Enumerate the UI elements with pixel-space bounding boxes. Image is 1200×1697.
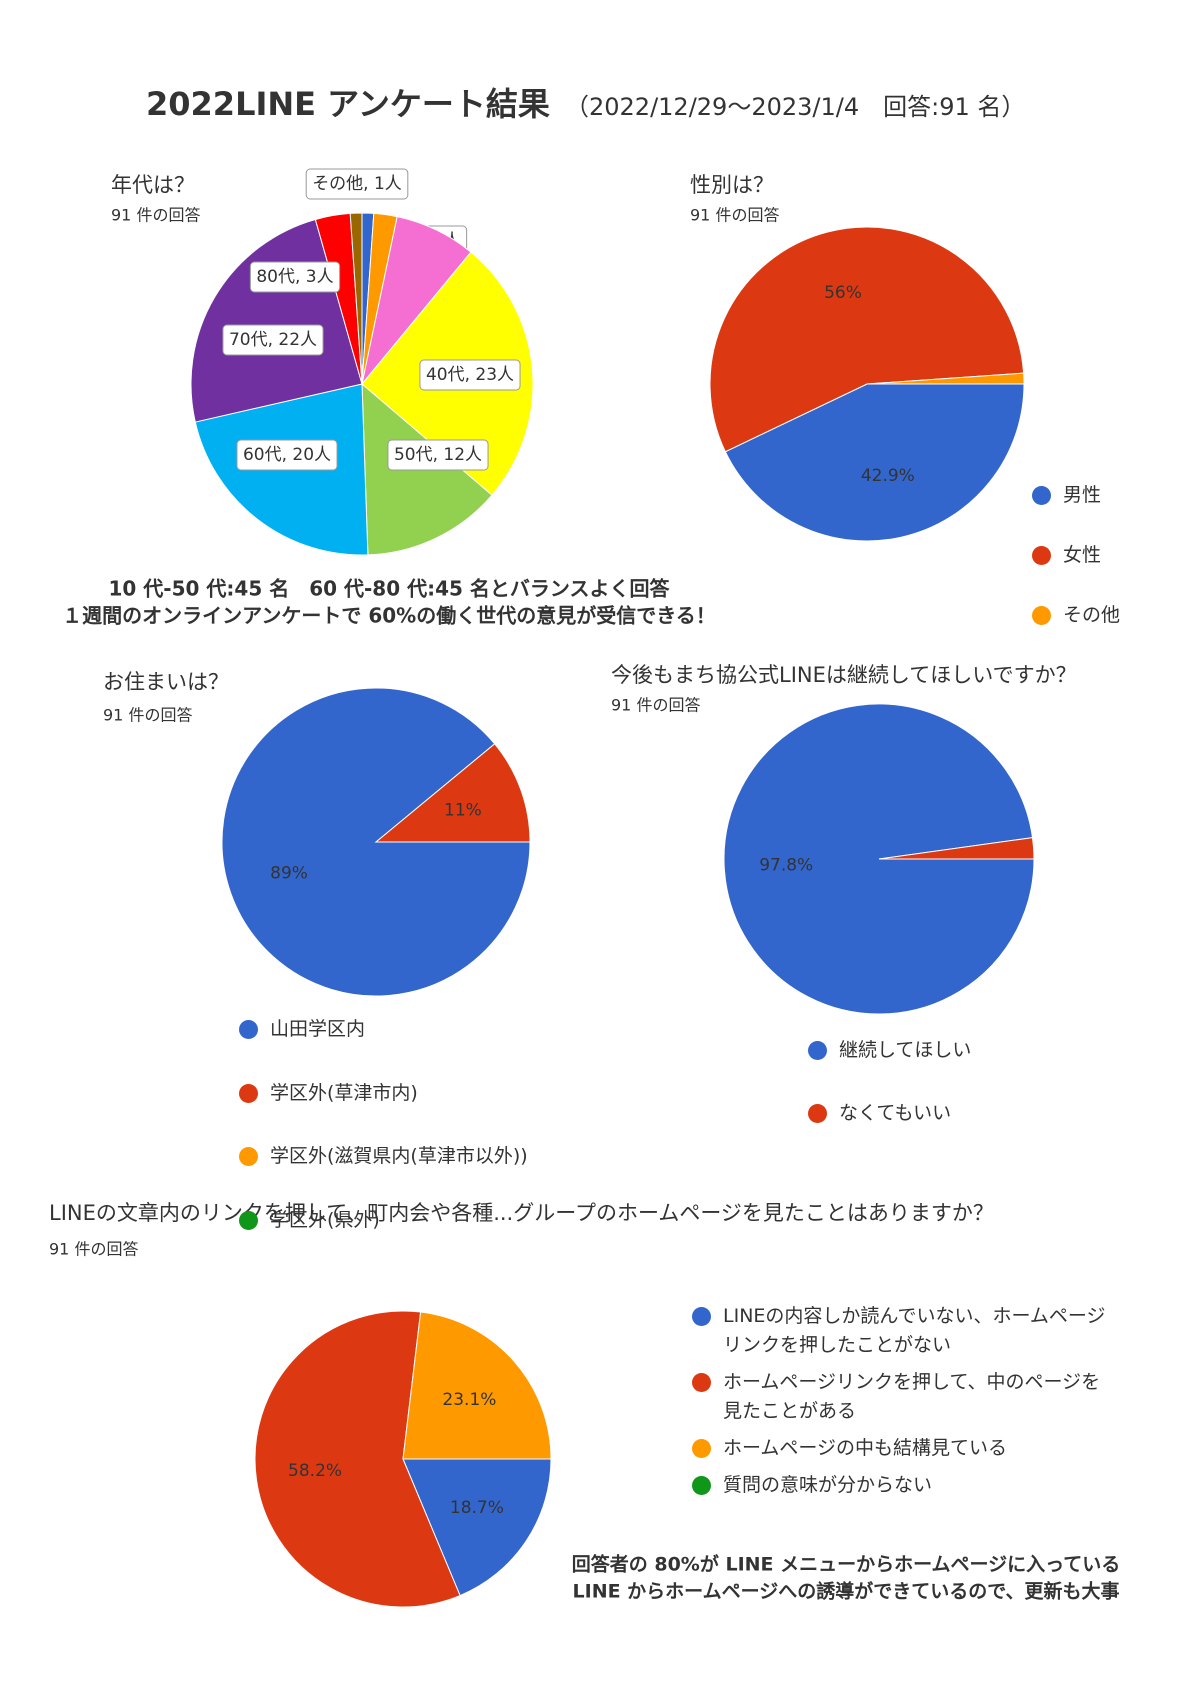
legend-entry: 山田学区内: [239, 1015, 569, 1044]
callout-box: [419, 359, 521, 391]
note: 回答者の 80%が LINE メニューからホームページに入っている: [572, 1553, 1120, 1576]
data-label: 58.2%: [288, 1461, 342, 1481]
legend-entry: 男性: [1032, 481, 1182, 510]
callout-box: [249, 261, 341, 293]
legend-label: その他: [1063, 604, 1121, 626]
pie-slice: [724, 383, 1025, 542]
data-label: 11%: [444, 801, 482, 821]
callout: 60代, 20人: [236, 439, 338, 471]
page-title: 2022LINE アンケート結果: [146, 85, 550, 123]
legend-label: ホームページの中も結構見ている: [723, 1437, 1008, 1459]
legend-label: 男性: [1063, 484, 1102, 506]
data-label: 89%: [270, 863, 308, 883]
chart-title: 性別は？: [690, 173, 774, 197]
callout: 70代, 22人: [222, 324, 324, 356]
chart-subtitle: 91 件の回答: [690, 206, 779, 225]
chart-subtitle: 91 件の回答: [103, 706, 192, 725]
chart-subtitle: 91 件の回答: [49, 1240, 138, 1259]
legend-swatch: [808, 1041, 827, 1060]
pie-slice: [402, 1458, 552, 1597]
legend-entry: LINEの内容しか読んでいない、ホームページリンクを押したことがない: [692, 1302, 1112, 1360]
pie-slice: [866, 372, 1025, 385]
legend-label: ホームページリンクを押して、中のページを見たことがある: [723, 1371, 1101, 1422]
legend-label: 質問の意味が分からない: [723, 1474, 933, 1496]
legend-swatch: [1032, 606, 1051, 625]
note: １週間のオンラインアンケートで 60%の働く世代の意見が受信できる！: [62, 604, 716, 628]
callout: その他, 1人: [305, 168, 409, 200]
legend-swatch: [239, 1083, 258, 1103]
callout-box: [222, 324, 324, 356]
legend-label: LINEの内容しか読んでいない、ホームページリンクを押したことがない: [723, 1305, 1106, 1356]
callout: 80代, 3人: [249, 261, 341, 293]
legend-label: なくてもいい: [839, 1101, 952, 1124]
legend-swatch: [239, 1147, 258, 1166]
callout-box: [305, 168, 409, 200]
legend-label: 学区外(草津市内): [270, 1081, 418, 1104]
legend-entry: 学区外(草津市内): [239, 1079, 569, 1108]
legend-entry: 女性: [1032, 541, 1182, 570]
legend-swatch: [1032, 546, 1051, 565]
callout: 40代, 23人: [419, 359, 521, 391]
note: LINE からホームページへの誘導ができているので、更新も大事: [573, 1580, 1120, 1603]
data-label: 23.1%: [442, 1390, 496, 1410]
chart-subtitle: 91 件の回答: [611, 696, 700, 715]
legend-entry: ホームページの中も結構見ている: [692, 1434, 1112, 1463]
callout: 50代, 12人: [387, 439, 489, 471]
legend-entry: なくてもいい: [808, 1099, 1058, 1128]
data-label: 40代, 23人: [426, 365, 514, 385]
note: 10 代-50 代:45 名 60 代-80 代:45 名とバランスよく回答: [109, 577, 671, 601]
data-label: その他, 1人: [312, 174, 402, 194]
legend-entry: その他: [1032, 601, 1182, 630]
pie-slice: [878, 837, 1035, 860]
legend-swatch: [239, 1020, 258, 1039]
legend-entry: 学区外(県外): [239, 1206, 569, 1235]
legend-swatch: [808, 1103, 827, 1123]
legend-entry: ホームページリンクを押して、中のページを見たことがある: [692, 1368, 1112, 1426]
data-label: 97.8%: [759, 855, 813, 875]
legend-swatch: [692, 1373, 711, 1392]
pie-slice: [254, 1310, 461, 1608]
data-label: 60代, 20人: [243, 445, 331, 465]
data-label: 70代, 22人: [229, 330, 317, 350]
legend-entry: 質問の意味が分からない: [692, 1471, 1112, 1500]
legend-swatch: [692, 1476, 711, 1495]
data-label: 50代, 12人: [394, 445, 482, 465]
data-label: 80代, 3人: [256, 267, 333, 287]
chart-title: 年代は？: [111, 173, 195, 197]
pie-slice: [709, 226, 1025, 453]
callout-box: [236, 439, 338, 471]
chart-subtitle: 91 件の回答: [111, 206, 200, 225]
legend-swatch: [692, 1439, 711, 1458]
legend-swatch: [239, 1210, 258, 1230]
pie-slice: [374, 743, 531, 843]
legend-label: 継続してほしい: [839, 1039, 972, 1061]
data-label: 18.7%: [450, 1498, 504, 1518]
pie-slice: [402, 1311, 552, 1460]
legend-label: 学区外(県外): [270, 1208, 380, 1231]
legend-swatch: [1032, 486, 1051, 505]
chart-title: LINEの文章内のリンクを押して、町内会や各種...グループのホームページを見た…: [49, 1201, 994, 1225]
pie-slice: [349, 212, 363, 385]
callout-box: [387, 439, 489, 471]
page-subtitle: （2022/12/29〜2023/1/4 回答:91 名）: [565, 93, 1025, 121]
legend-entry: 継続してほしい: [808, 1036, 1058, 1065]
legend-label: 山田学区内: [270, 1018, 366, 1040]
legend-label: 学区外(滋賀県内(草津市以外)): [270, 1145, 528, 1167]
legend-swatch: [692, 1307, 711, 1326]
chart-title: お住まいは？: [103, 670, 229, 694]
legend-entry: 学区外(滋賀県内(草津市以外)): [239, 1142, 569, 1171]
data-label: 42.9%: [861, 466, 915, 486]
legend-label: 女性: [1063, 544, 1102, 566]
chart-title: 今後もまち協公式LINEは継続してほしいですか？: [611, 663, 1077, 687]
data-label: 56%: [824, 283, 862, 303]
